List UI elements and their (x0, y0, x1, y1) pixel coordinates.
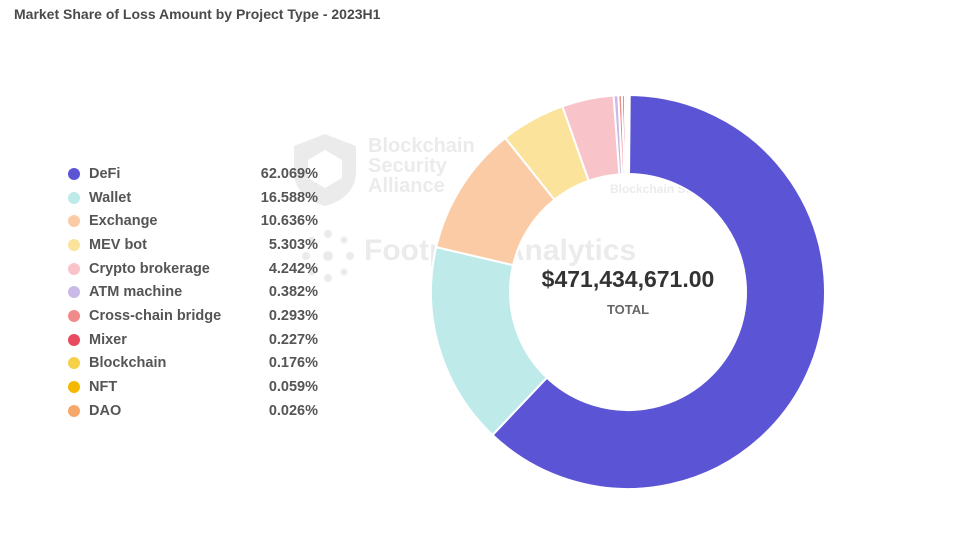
legend-value: 0.293% (268, 307, 318, 324)
legend-item[interactable]: ATM machine 0.382% (68, 280, 318, 304)
donut-slice-defi[interactable] (491, 93, 826, 490)
legend-value: 4.242% (268, 260, 318, 277)
legend-item[interactable]: Wallet 16.588% (68, 186, 318, 210)
legend-label: MEV bot (89, 236, 147, 253)
legend-label: NFT (89, 379, 118, 396)
legend-item[interactable]: Cross-chain bridge 0.293% (68, 304, 318, 328)
chart-title: Market Share of Loss Amount by Project T… (14, 6, 381, 22)
legend-value: 16.588% (260, 189, 318, 206)
legend-value: 0.227% (268, 331, 318, 348)
legend-value: 0.026% (268, 402, 318, 419)
legend-value: 5.303% (268, 236, 318, 253)
legend-dot-icon (68, 309, 80, 322)
legend-item[interactable]: NFT 0.059% (68, 375, 318, 399)
legend-label: Crypto brokerage (89, 260, 210, 277)
legend-dot-icon (68, 381, 80, 394)
legend-value: 0.176% (268, 355, 318, 372)
legend-label: Wallet (89, 189, 132, 206)
legend-item[interactable]: DeFi 62.069% (68, 162, 318, 186)
legend: DeFi 62.069% Wallet 16.588% Exchange 10.636% M… (68, 162, 318, 423)
legend-label: Blockchain (89, 355, 167, 372)
legend-item[interactable]: Blockchain 0.176% (68, 352, 318, 376)
legend-value: 10.636% (260, 213, 318, 230)
legend-item[interactable]: Crypto brokerage 4.242% (68, 257, 318, 281)
legend-dot-icon (68, 333, 80, 346)
legend-item[interactable]: Mixer 0.227% (68, 328, 318, 352)
legend-label: Exchange (89, 213, 158, 230)
total-label: TOTAL (606, 302, 650, 317)
legend-label: Mixer (89, 331, 127, 348)
legend-value: 0.382% (268, 284, 318, 301)
legend-label: ATM machine (89, 284, 183, 301)
legend-label: DeFi (89, 165, 121, 182)
legend-dot-icon (68, 191, 80, 204)
legend-dot-icon (68, 286, 80, 299)
legend-value: 0.059% (268, 379, 318, 396)
donut-slice-dao[interactable] (626, 94, 631, 176)
legend-item[interactable]: Exchange 10.636% (68, 209, 318, 233)
legend-item[interactable]: DAO 0.026% (68, 399, 318, 423)
legend-dot-icon (68, 357, 80, 370)
legend-dot-icon (68, 238, 80, 251)
legend-dot-icon (68, 167, 80, 180)
legend-label: Cross-chain bridge (89, 307, 222, 324)
legend-dot-icon (68, 262, 80, 275)
legend-dot-icon (68, 404, 80, 417)
legend-label: DAO (89, 402, 122, 419)
total-value: $471,434,671.00 (541, 266, 715, 292)
legend-value: 62.069% (260, 165, 318, 182)
legend-item[interactable]: MEV bot 5.303% (68, 233, 318, 257)
legend-dot-icon (68, 215, 80, 228)
